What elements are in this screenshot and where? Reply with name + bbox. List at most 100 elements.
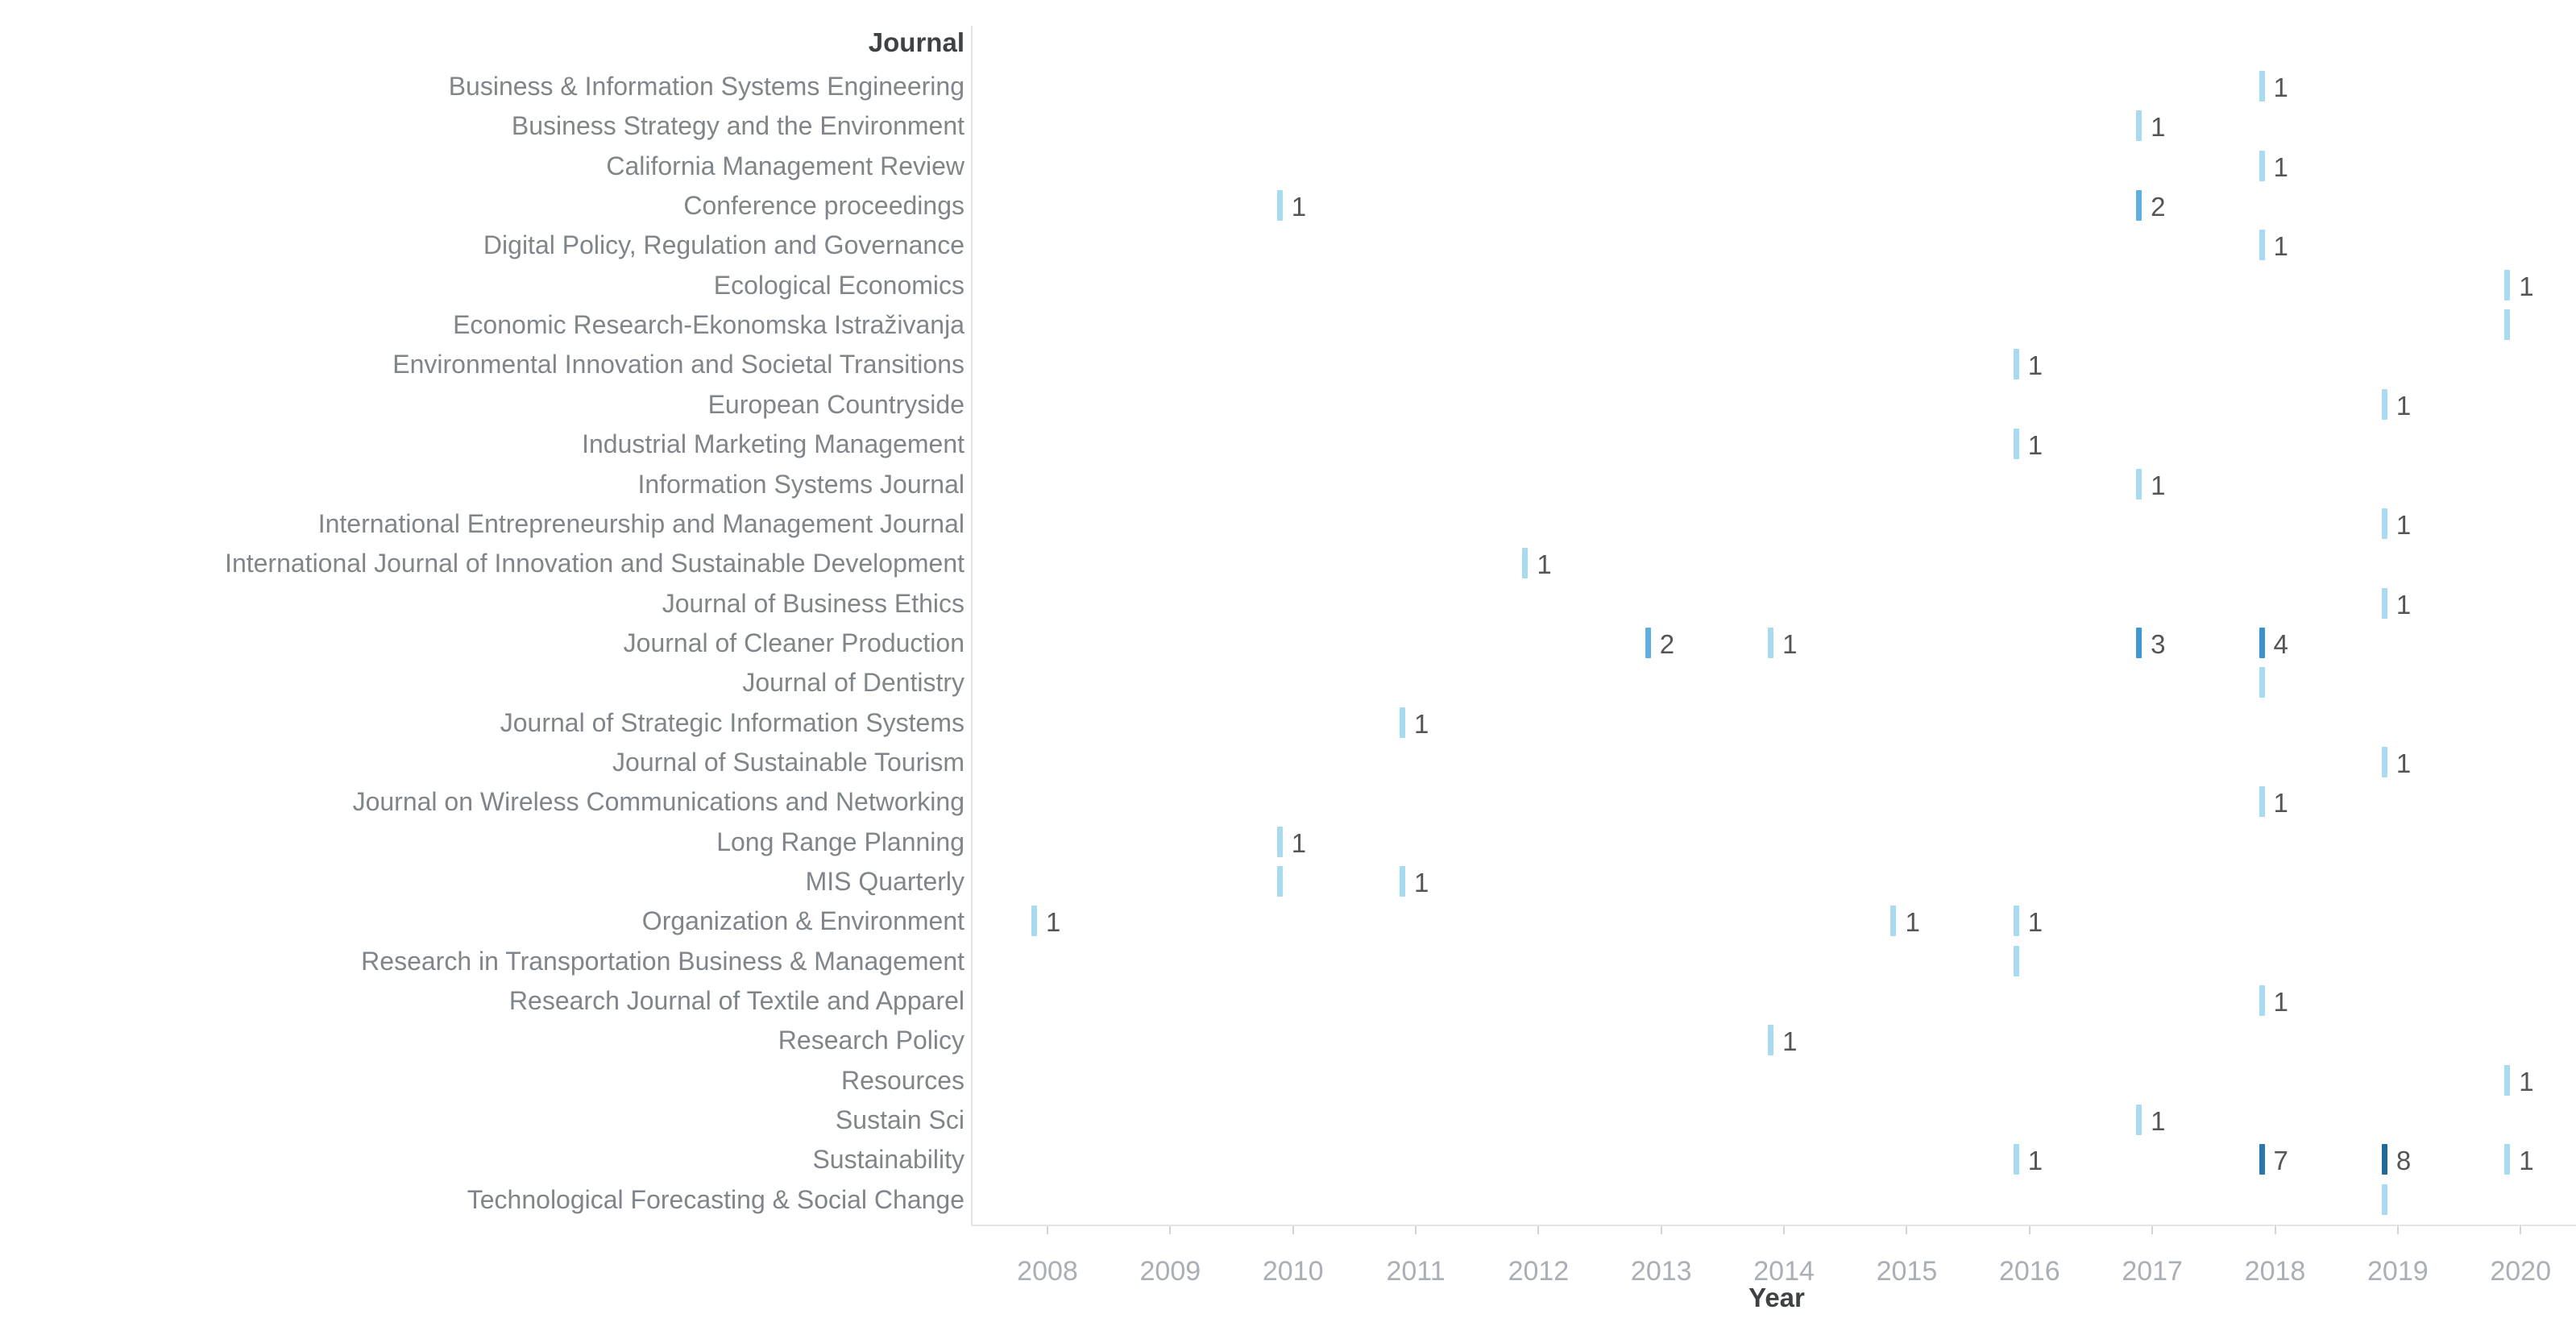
journal-label: European Countryside xyxy=(707,389,964,419)
x-axis-tick xyxy=(2151,1226,2154,1234)
mark-count-label: 1 xyxy=(2151,1106,2166,1137)
mark-count-label: 1 xyxy=(2027,1146,2043,1176)
journal-label: Research in Transportation Business & Ma… xyxy=(361,946,964,976)
mark-count-label: 1 xyxy=(2396,509,2412,540)
data-mark-tick[interactable] xyxy=(2504,309,2511,341)
data-mark-tick[interactable] xyxy=(2381,1183,2387,1215)
data-mark-tick[interactable] xyxy=(1890,906,1897,937)
journal-label: Journal of Strategic Information Systems xyxy=(500,707,964,737)
journal-label: MIS Quarterly xyxy=(805,867,964,896)
journal-label: Conference proceedings xyxy=(683,191,964,221)
mark-count-label: 1 xyxy=(2027,350,2043,381)
mark-count-label: 1 xyxy=(2273,788,2288,819)
x-axis-tick xyxy=(2274,1226,2276,1234)
data-mark-tick[interactable] xyxy=(1276,866,1283,897)
data-mark-tick[interactable] xyxy=(1276,190,1283,222)
journal-label: Research Policy xyxy=(778,1026,964,1055)
journal-label: Journal of Business Ethics xyxy=(662,588,964,618)
mark-count-label: 1 xyxy=(1291,827,1307,858)
year-tick-label: 2013 xyxy=(1630,1256,1692,1287)
mark-count-label: 2 xyxy=(2151,192,2166,222)
journal-label: Long Range Planning xyxy=(716,827,964,856)
journal-label: Sustain Sci xyxy=(835,1105,964,1135)
journal-label: Technological Forecasting & Social Chang… xyxy=(467,1184,964,1214)
x-axis-tick xyxy=(1537,1226,1540,1234)
mark-count-label: 1 xyxy=(2273,73,2288,102)
data-mark-tick[interactable] xyxy=(1768,627,1774,658)
data-mark-tick[interactable] xyxy=(2504,1144,2511,1175)
data-mark-tick[interactable] xyxy=(2013,945,2019,976)
mark-count-label: 7 xyxy=(2273,1146,2288,1176)
data-mark-tick[interactable] xyxy=(1522,548,1529,579)
year-tick-label: 2009 xyxy=(1139,1256,1201,1287)
data-mark-tick[interactable] xyxy=(2259,985,2265,1017)
x-axis-tick xyxy=(1906,1226,1908,1234)
x-axis-tick xyxy=(1047,1226,1048,1234)
journal-label: Research Journal of Textile and Apparel xyxy=(508,986,964,1016)
data-mark-tick[interactable] xyxy=(2136,190,2143,222)
mark-count-label: 1 xyxy=(2151,112,2166,143)
year-tick-label: 2008 xyxy=(1017,1256,1078,1287)
data-mark-tick[interactable] xyxy=(2136,468,2143,499)
data-mark-tick[interactable] xyxy=(1768,1025,1774,1056)
data-mark-tick[interactable] xyxy=(2504,269,2511,301)
journal-label: Resources xyxy=(841,1065,964,1095)
data-mark-tick[interactable] xyxy=(2136,110,2143,142)
mark-count-label: 1 xyxy=(2151,470,2166,500)
mark-count-label: 1 xyxy=(2396,748,2412,778)
data-mark-tick[interactable] xyxy=(2259,71,2265,102)
journal-label: Journal of Sustainable Tourism xyxy=(612,747,964,777)
journal-label: Business & Information Systems Engineeri… xyxy=(448,72,964,101)
journal-label: Ecological Economics xyxy=(713,270,964,300)
data-mark-tick[interactable] xyxy=(2381,587,2387,619)
data-mark-tick[interactable] xyxy=(1031,906,1037,937)
data-mark-tick[interactable] xyxy=(2381,746,2387,777)
data-mark-tick[interactable] xyxy=(2259,627,2265,658)
data-mark-tick[interactable] xyxy=(2013,429,2019,460)
data-mark-tick[interactable] xyxy=(2136,1105,2143,1136)
data-mark-tick[interactable] xyxy=(2381,508,2387,539)
data-mark-tick[interactable] xyxy=(1645,627,1651,658)
mark-count-label: 4 xyxy=(2273,628,2288,659)
journal-label: Journal of Dentistry xyxy=(742,668,964,698)
data-mark-tick[interactable] xyxy=(2259,786,2265,818)
data-mark-tick[interactable] xyxy=(1400,707,1406,738)
journal-label: International Journal of Innovation and … xyxy=(225,549,964,578)
mark-count-label: 1 xyxy=(1782,628,1798,659)
journal-label: Journal on Wireless Communications and N… xyxy=(352,787,964,817)
data-mark-tick[interactable] xyxy=(2259,150,2265,181)
data-mark-tick[interactable] xyxy=(2259,230,2265,261)
data-mark-tick[interactable] xyxy=(1400,866,1406,897)
data-mark-tick[interactable] xyxy=(2259,1144,2265,1175)
mark-count-label: 1 xyxy=(2027,907,2043,938)
mark-count-label: 1 xyxy=(2396,390,2412,421)
journal-label: Digital Policy, Regulation and Governanc… xyxy=(483,230,964,260)
x-axis-tick xyxy=(2028,1226,2031,1234)
journal-label: Business Strategy and the Environment xyxy=(511,111,964,141)
data-mark-tick[interactable] xyxy=(2013,1144,2019,1175)
x-axis-tick xyxy=(1783,1226,1786,1234)
mark-count-label: 1 xyxy=(2273,151,2288,182)
mark-count-label: 1 xyxy=(1537,549,1552,580)
data-mark-tick[interactable] xyxy=(2504,1064,2511,1096)
journal-column-header: Journal xyxy=(868,27,964,57)
data-mark-tick[interactable] xyxy=(2136,627,2143,658)
journal-label: Environmental Innovation and Societal Tr… xyxy=(392,350,964,379)
journal-label: Journal of Cleaner Production xyxy=(623,628,964,657)
data-mark-tick[interactable] xyxy=(1276,826,1283,857)
data-mark-tick[interactable] xyxy=(2013,349,2019,380)
mark-count-label: 1 xyxy=(2273,231,2288,262)
journal-label: Industrial Marketing Management xyxy=(582,429,964,459)
mark-count-label: 1 xyxy=(1414,868,1429,897)
year-tick-label: 2016 xyxy=(1998,1256,2060,1287)
data-mark-tick[interactable] xyxy=(2381,388,2387,420)
mark-count-label: 1 xyxy=(1905,907,1920,938)
mark-count-label: 1 xyxy=(2519,1146,2534,1176)
mark-count-label: 2 xyxy=(1659,628,1675,659)
mark-count-label: 1 xyxy=(1414,708,1429,739)
data-mark-tick[interactable] xyxy=(2259,667,2265,698)
data-mark-tick[interactable] xyxy=(2013,906,2019,937)
mark-count-label: 1 xyxy=(2273,987,2288,1018)
data-mark-tick[interactable] xyxy=(2381,1144,2387,1175)
